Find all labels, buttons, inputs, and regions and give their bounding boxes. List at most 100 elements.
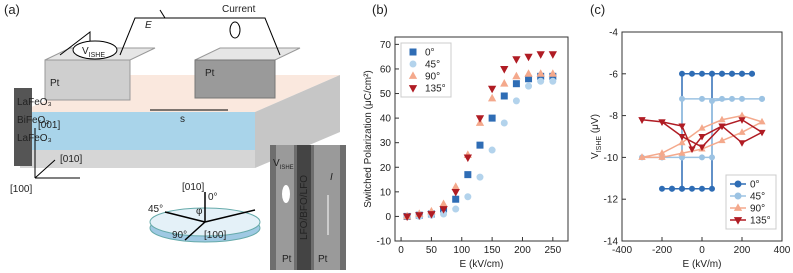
- marker: [536, 69, 545, 77]
- gap-label: s: [180, 114, 185, 125]
- x-tick-label: 250: [544, 245, 561, 256]
- marker: [738, 140, 746, 147]
- y-axis-label: VISHE (μV): [590, 114, 603, 159]
- disk-label: [010]: [182, 182, 204, 193]
- phi-label: φ: [196, 206, 203, 217]
- legend-marker: [409, 60, 417, 68]
- dir-arrow: [164, 211, 206, 223]
- marker: [698, 144, 706, 151]
- marker: [638, 153, 646, 160]
- img-pt-label: Pt: [282, 254, 292, 265]
- marker: [658, 119, 666, 126]
- marker: [512, 97, 520, 105]
- legend-marker: [409, 48, 417, 56]
- marker: [738, 128, 746, 135]
- marker: [464, 193, 472, 201]
- marker: [464, 171, 472, 179]
- pt-left: [44, 59, 131, 101]
- y-tick-label: 60: [380, 64, 392, 75]
- y-axis-label: Switched Polarization (μC/cm²): [363, 70, 374, 207]
- y-tick-label: 30: [380, 138, 392, 149]
- marker: [709, 97, 715, 104]
- panel-label: (c): [590, 2, 605, 17]
- v-main: V: [82, 46, 89, 57]
- marker: [488, 146, 496, 154]
- marker: [709, 154, 715, 161]
- axis-arrow: [34, 159, 56, 179]
- panel-label: (b): [372, 2, 388, 17]
- marker: [709, 185, 715, 192]
- disk-label: 0°: [208, 192, 218, 203]
- marker: [758, 117, 766, 125]
- x-tick-label: 200: [514, 245, 531, 256]
- x-tick-label: 0: [398, 245, 404, 256]
- marker: [758, 129, 766, 137]
- legend-box: [400, 42, 452, 98]
- marker: [689, 70, 695, 77]
- marker: [512, 56, 521, 64]
- x-tick-label: 200: [734, 245, 751, 256]
- marker: [452, 205, 460, 213]
- y-tick-label: -8: [609, 111, 618, 122]
- micro-gap: [297, 145, 311, 270]
- y-tick-label: -10: [604, 153, 619, 164]
- marker: [709, 70, 715, 77]
- v-sub: ISHE: [280, 165, 294, 171]
- y-tick-label: -12: [604, 195, 619, 206]
- disk-label: 45°: [148, 204, 163, 215]
- panel-label: (a): [4, 2, 20, 17]
- disk-label: 90°: [172, 230, 187, 241]
- y-tick-label: -4: [609, 28, 618, 39]
- marker: [500, 119, 508, 127]
- marker: [415, 212, 424, 220]
- substrate-front: [20, 150, 255, 168]
- e-label: E: [145, 20, 152, 31]
- legend-label: 135°: [750, 216, 771, 227]
- marker: [699, 70, 705, 77]
- img-pt-label: Pt: [318, 254, 328, 265]
- y-tick-label: -6: [609, 69, 618, 80]
- marker: [719, 95, 725, 102]
- y-tick-label: 50: [380, 89, 392, 100]
- marker: [500, 92, 508, 100]
- legend-marker: [408, 71, 418, 79]
- marker: [679, 70, 685, 77]
- layer-label: LaFeO₃: [17, 133, 52, 144]
- marker: [718, 123, 726, 131]
- x-tick-label: 50: [426, 245, 438, 256]
- marker: [475, 115, 485, 123]
- marker: [488, 114, 496, 122]
- marker: [699, 95, 705, 102]
- film-front: [20, 112, 255, 150]
- micro-contact: [282, 185, 290, 203]
- marker: [688, 146, 696, 154]
- series-line: [662, 73, 752, 190]
- panel-a: (a) E Current VISHE Pt Pt s LaFeO₃ BiFeO…: [4, 2, 346, 270]
- x-tick-label: 0: [699, 245, 705, 256]
- x-axis-label: E (kV/cm): [460, 259, 504, 270]
- marker: [476, 141, 484, 149]
- legend-marker: [733, 203, 743, 211]
- img-v-label: VISHE: [273, 158, 294, 171]
- legend-marker: [408, 85, 418, 93]
- marker: [658, 153, 666, 160]
- ammeter: [229, 21, 241, 39]
- marker: [678, 123, 686, 131]
- plot-frame: [394, 36, 569, 242]
- marker: [669, 185, 675, 192]
- y-label-part: V: [590, 152, 601, 159]
- substrate-side: [255, 75, 340, 168]
- legend-marker: [734, 192, 742, 200]
- legend-label: 45°: [425, 60, 440, 71]
- legend-label: 135°: [425, 84, 446, 95]
- marker: [402, 213, 412, 222]
- v-label: VISHE: [82, 46, 105, 59]
- marker: [525, 82, 533, 90]
- layer-label: LaFeO₃: [17, 97, 52, 108]
- marker: [537, 77, 545, 85]
- legend-label: 45°: [750, 192, 765, 203]
- wire: [119, 17, 281, 56]
- disk-label: [100]: [204, 230, 226, 241]
- y-tick-label: 70: [380, 40, 392, 51]
